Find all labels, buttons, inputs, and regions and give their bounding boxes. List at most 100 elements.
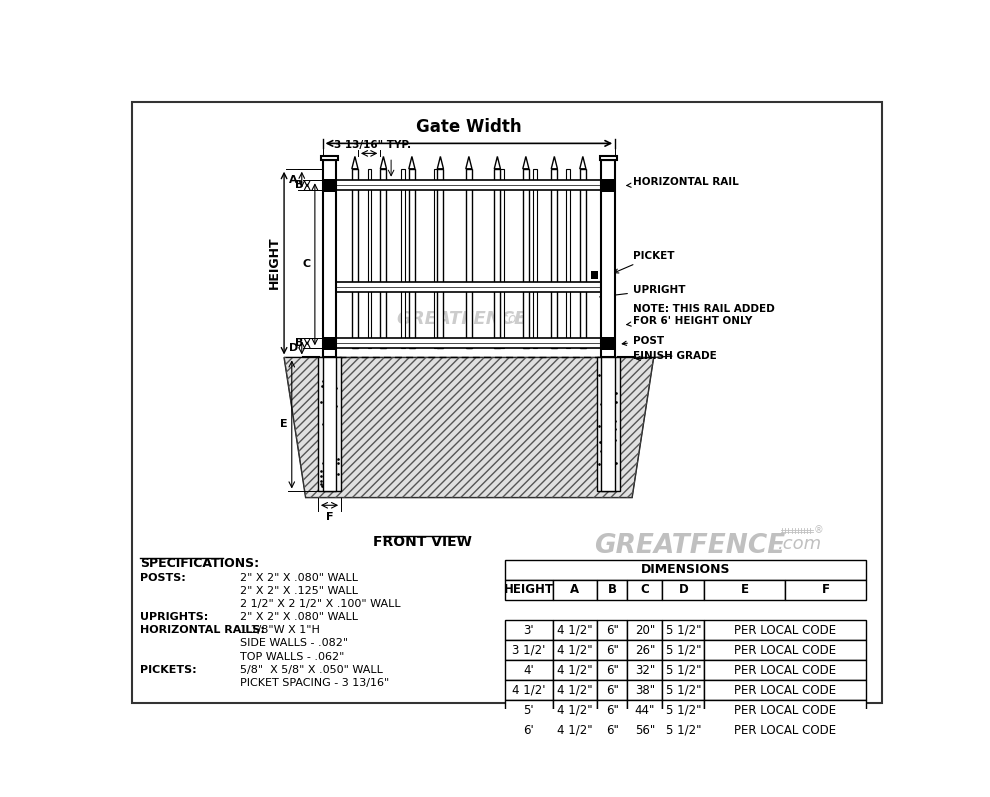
- Bar: [597, 720, 628, 740]
- Bar: [705, 700, 866, 720]
- Bar: [601, 179, 616, 192]
- Text: 4 1/2": 4 1/2": [557, 664, 593, 677]
- Bar: [705, 680, 866, 700]
- Text: 5/8"  X 5/8" X .050" WALL: 5/8" X 5/8" X .050" WALL: [241, 665, 383, 675]
- Text: D: D: [289, 343, 298, 353]
- Text: 4 1/2": 4 1/2": [557, 724, 593, 736]
- Text: 4 1/2": 4 1/2": [557, 623, 593, 637]
- Bar: [597, 660, 628, 680]
- Bar: [785, 580, 866, 600]
- Text: 6": 6": [606, 623, 619, 637]
- Text: PICKET: PICKET: [614, 251, 674, 273]
- Bar: [628, 640, 662, 660]
- Bar: [380, 169, 386, 348]
- Text: 5 1/2": 5 1/2": [665, 724, 701, 736]
- Bar: [401, 169, 405, 348]
- Bar: [500, 169, 504, 348]
- Bar: [597, 700, 628, 720]
- Bar: [597, 680, 628, 700]
- Text: 3 1/2': 3 1/2': [512, 643, 545, 657]
- Text: FINISH GRADE: FINISH GRADE: [633, 351, 717, 361]
- Bar: [662, 580, 705, 600]
- Text: 4 1/2": 4 1/2": [557, 704, 593, 717]
- Text: GREATFENCE: GREATFENCE: [396, 310, 527, 328]
- Text: TOP WALLS - .062": TOP WALLS - .062": [241, 652, 345, 662]
- Text: 6": 6": [606, 664, 619, 677]
- Text: PICKET SPACING - 3 13/16": PICKET SPACING - 3 13/16": [241, 677, 389, 688]
- Bar: [505, 560, 866, 580]
- Polygon shape: [551, 156, 557, 169]
- Text: SIDE WALLS - .082": SIDE WALLS - .082": [241, 638, 348, 649]
- Bar: [705, 580, 785, 600]
- Text: 2" X 2" X .125" WALL: 2" X 2" X .125" WALL: [241, 586, 358, 596]
- Bar: [601, 336, 616, 350]
- Bar: [438, 169, 444, 348]
- Text: FRONT VIEW: FRONT VIEW: [373, 535, 472, 548]
- Bar: [337, 338, 601, 348]
- Text: A: A: [289, 175, 298, 185]
- Text: DIMENSIONS: DIMENSIONS: [641, 563, 731, 576]
- Bar: [580, 169, 586, 348]
- Bar: [434, 169, 438, 348]
- Text: B: B: [608, 583, 617, 596]
- Text: 44": 44": [635, 704, 655, 717]
- Text: B: B: [295, 180, 303, 190]
- Bar: [552, 660, 597, 680]
- Bar: [534, 169, 537, 348]
- Bar: [505, 700, 552, 720]
- Text: PER LOCAL CODE: PER LOCAL CODE: [735, 724, 837, 736]
- Bar: [505, 720, 552, 740]
- Bar: [566, 169, 570, 348]
- Text: F: F: [822, 583, 830, 596]
- Bar: [628, 720, 662, 740]
- Bar: [505, 620, 552, 640]
- Bar: [552, 720, 597, 740]
- Text: 5': 5': [524, 704, 535, 717]
- Bar: [322, 179, 338, 192]
- Text: PER LOCAL CODE: PER LOCAL CODE: [735, 704, 837, 717]
- Bar: [505, 580, 552, 600]
- Text: UPRIGHTS:: UPRIGHTS:: [141, 612, 208, 622]
- Text: POSTS:: POSTS:: [141, 573, 186, 583]
- Text: PER LOCAL CODE: PER LOCAL CODE: [735, 643, 837, 657]
- Text: HORIZONTAL RAILS:: HORIZONTAL RAILS:: [141, 626, 265, 635]
- Text: POST: POST: [623, 336, 664, 346]
- Bar: [494, 169, 500, 348]
- Polygon shape: [409, 156, 415, 169]
- Bar: [597, 620, 628, 640]
- Bar: [705, 720, 866, 740]
- Bar: [551, 169, 557, 348]
- Bar: [323, 159, 337, 357]
- Polygon shape: [494, 156, 501, 169]
- Bar: [318, 357, 342, 492]
- Bar: [705, 660, 866, 680]
- Text: 38": 38": [635, 684, 654, 697]
- Text: E: E: [741, 583, 748, 596]
- Text: 5 1/2": 5 1/2": [665, 643, 701, 657]
- Bar: [662, 640, 705, 660]
- Bar: [337, 180, 601, 190]
- Text: 5 1/2": 5 1/2": [665, 684, 701, 697]
- Text: C: C: [303, 259, 311, 269]
- Bar: [367, 169, 371, 348]
- Text: 26": 26": [635, 643, 655, 657]
- Bar: [628, 700, 662, 720]
- Text: GREATFENCE: GREATFENCE: [594, 533, 786, 559]
- Bar: [351, 169, 358, 348]
- Text: 2" X 2" X .080" WALL: 2" X 2" X .080" WALL: [241, 573, 358, 583]
- Text: UPRIGHT: UPRIGHT: [600, 285, 685, 298]
- Bar: [523, 169, 529, 348]
- Polygon shape: [580, 156, 586, 169]
- Text: 20": 20": [635, 623, 655, 637]
- Bar: [321, 156, 338, 160]
- Text: 32": 32": [635, 664, 655, 677]
- Bar: [409, 169, 415, 348]
- Text: 4': 4': [524, 664, 535, 677]
- Text: 2 1/2" X 2 1/2" X .100" WALL: 2 1/2" X 2 1/2" X .100" WALL: [241, 599, 401, 609]
- Bar: [505, 660, 552, 680]
- Bar: [337, 282, 601, 292]
- Bar: [552, 580, 597, 600]
- Text: 3': 3': [524, 623, 535, 637]
- Bar: [662, 700, 705, 720]
- Bar: [505, 680, 552, 700]
